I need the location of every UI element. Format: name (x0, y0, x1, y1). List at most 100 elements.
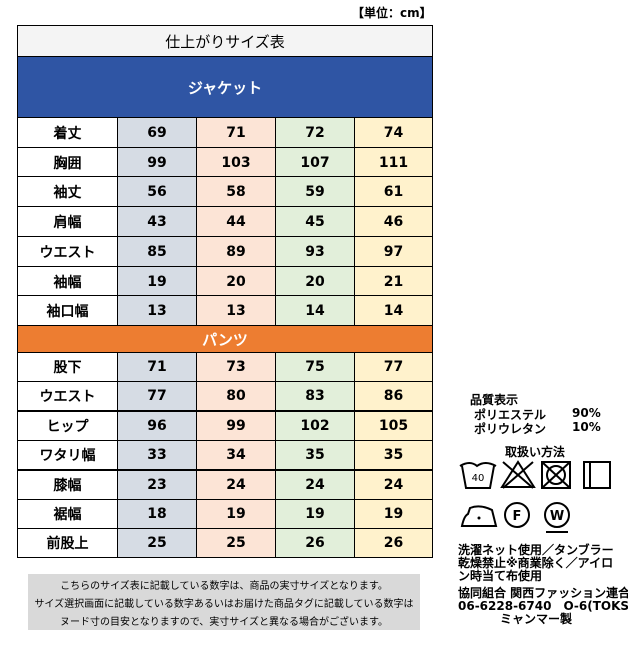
care-text: ン時当て布使用 (458, 569, 543, 583)
quality-title: 品質表示 (470, 393, 519, 407)
cell-value: 26 (275, 528, 355, 558)
cell-value: 24 (354, 470, 433, 500)
care-text: 乾燥禁止※商業除く／アイロ (458, 556, 614, 570)
cell-value: 33 (117, 440, 197, 470)
dry-icon (583, 461, 611, 489)
cell-label: 胸囲 (17, 147, 118, 178)
note-line: こちらのサイズ表に記載している数字は、商品の実寸サイズとなります。 (60, 581, 388, 592)
material-percent: 10% (572, 420, 601, 434)
cell-label: ウエスト (17, 381, 118, 411)
cell-label: ワタリ幅 (17, 440, 118, 470)
cell-value: 19 (275, 499, 355, 529)
cell-value: 58 (196, 176, 276, 207)
tumble-circle (546, 465, 566, 485)
cell-value: 69 (117, 117, 197, 148)
cell-value: 13 (196, 295, 276, 326)
cell-value: 34 (196, 440, 276, 470)
cell-label: ヒップ (17, 411, 118, 441)
maker-text: 06-6228-6740 O-6(TOKSC) (458, 599, 628, 613)
cell-label: ウエスト (17, 236, 118, 267)
dryclean-w-icon (544, 502, 570, 528)
iron-dot (477, 516, 481, 520)
cell-value: 97 (354, 236, 433, 267)
cell-value: 25 (117, 528, 197, 558)
cell-value: 61 (354, 176, 433, 207)
tumble-icon (541, 461, 571, 489)
cell-value: 19 (354, 499, 433, 529)
wash-temp: 40 (472, 473, 485, 484)
cell-value: 83 (275, 381, 355, 411)
cell-value: 86 (354, 381, 433, 411)
cell-value: 103 (196, 147, 276, 178)
table-title: 仕上がりサイズ表 (17, 25, 433, 57)
dryclean-f-icon (504, 502, 530, 528)
cell-value: 111 (354, 147, 433, 178)
tumble-cross (541, 461, 571, 489)
cell-value: 93 (275, 236, 355, 267)
material-name: ポリエステル (474, 408, 547, 422)
notes-box: こちらのサイズ表に記載している数字は、商品の実寸サイズとなります。 サイズ選択画面… (28, 574, 420, 630)
wash-icon (459, 462, 497, 489)
material-name: ポリウレタン (474, 422, 547, 436)
cell-value: 18 (117, 499, 197, 529)
cell-value: 20 (196, 266, 276, 297)
cell-value: 105 (354, 411, 433, 441)
cell-value: 71 (117, 352, 197, 382)
maker-text: ミャンマー製 (500, 612, 573, 626)
cell-value: 77 (354, 352, 433, 382)
maker-text: 協同組合 関西ファッション連合 (458, 586, 628, 600)
cell-value: 71 (196, 117, 276, 148)
section-header: ジャケット (17, 56, 433, 118)
cell-value: 24 (196, 470, 276, 500)
iron-icon (460, 505, 498, 527)
cell-value: 14 (275, 295, 355, 326)
cell-value: 96 (117, 411, 197, 441)
cell-value: 74 (354, 117, 433, 148)
cell-value: 45 (275, 206, 355, 237)
cell-value: 23 (117, 470, 197, 500)
cell-value: 35 (354, 440, 433, 470)
cell-label: 肩幅 (17, 206, 118, 237)
cell-value: 99 (117, 147, 197, 178)
cell-value: 25 (196, 528, 276, 558)
cell-label: 着丈 (17, 117, 118, 148)
unit-label: 【単位：cm】 (352, 6, 432, 20)
cell-label: 前股上 (17, 528, 118, 558)
dryclean-f: F (513, 509, 522, 524)
cell-value: 26 (354, 528, 433, 558)
care-text: 洗濯ネット使用／タンブラー (458, 543, 614, 557)
cell-label: 膝幅 (17, 470, 118, 500)
cell-label: 袖口幅 (17, 295, 118, 326)
cell-value: 77 (117, 381, 197, 411)
cell-label: 袖幅 (17, 266, 118, 297)
cell-value: 46 (354, 206, 433, 237)
cell-value: 43 (117, 206, 197, 237)
cell-value: 59 (275, 176, 355, 207)
cell-value: 72 (275, 117, 355, 148)
cell-value: 99 (196, 411, 276, 441)
cell-label: 股下 (17, 352, 118, 382)
care-title: 取扱い方法 (505, 445, 566, 459)
cell-value: 56 (117, 176, 197, 207)
cell-value: 107 (275, 147, 355, 178)
bleach-icon (500, 460, 536, 489)
cell-value: 102 (275, 411, 355, 441)
cell-value: 14 (354, 295, 433, 326)
cell-value: 35 (275, 440, 355, 470)
cell-value: 24 (275, 470, 355, 500)
cell-value: 73 (196, 352, 276, 382)
cell-value: 21 (354, 266, 433, 297)
cell-value: 20 (275, 266, 355, 297)
cell-value: 44 (196, 206, 276, 237)
cell-label: 裾幅 (17, 499, 118, 529)
note-line: ヌード寸の目安となりますので、実寸サイズと異なる場合がございます。 (60, 617, 388, 628)
cell-value: 80 (196, 381, 276, 411)
dryclean-w: W (550, 509, 564, 524)
section-header: パンツ (17, 325, 433, 353)
cell-value: 85 (117, 236, 197, 267)
material-percent: 90% (572, 406, 601, 420)
cell-value: 19 (117, 266, 197, 297)
cell-value: 19 (196, 499, 276, 529)
